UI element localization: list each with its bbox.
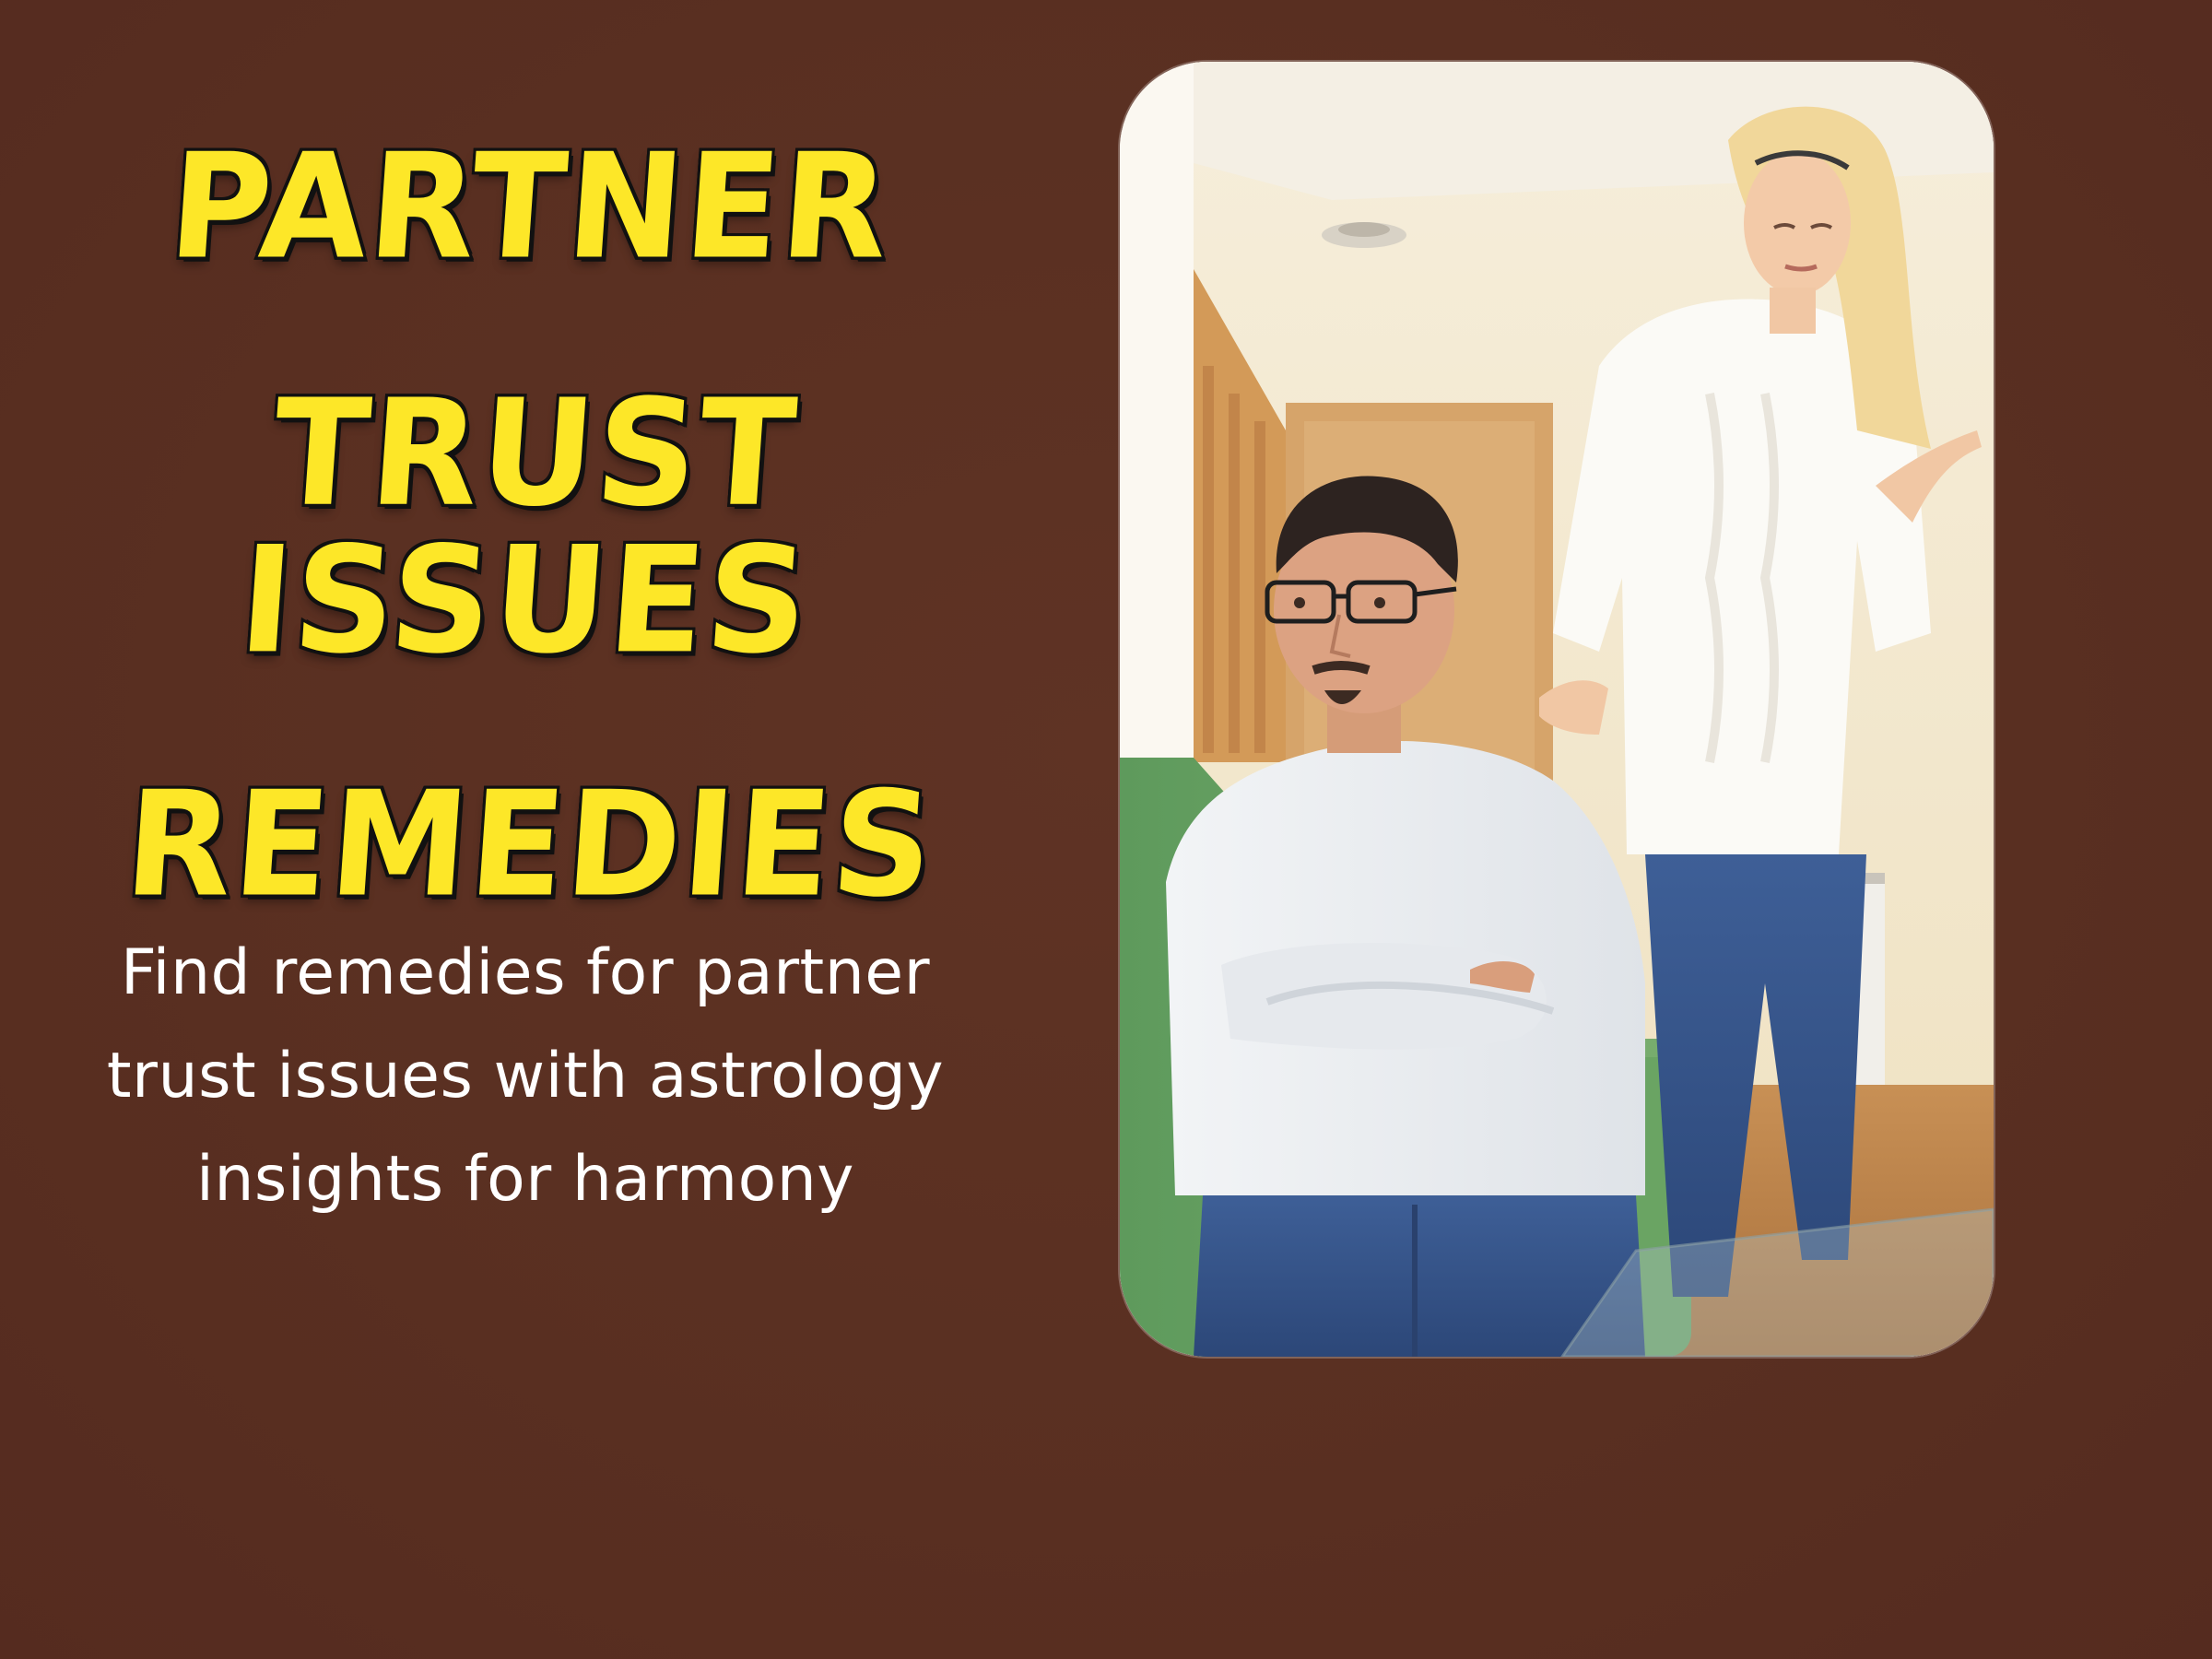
- description-line-1: Find remedies for partner: [120, 936, 931, 1009]
- headline-line-1: PARTNER: [161, 121, 899, 295]
- description-line-2: trust issues with astrology: [106, 1040, 945, 1112]
- headline: PARTNER TRUST ISSUES REMEDIES: [0, 121, 1060, 933]
- glasses-icon: [1265, 580, 1457, 624]
- couple-photo: [1120, 62, 1994, 1357]
- couple-photo-illustration: [1120, 62, 1994, 1357]
- description: Find remedies for partner trust issues w…: [37, 922, 1014, 1231]
- description-line-3: insights for harmony: [195, 1143, 855, 1216]
- man-face: [1274, 507, 1454, 713]
- headline-line-2: TRUST ISSUES: [231, 365, 818, 689]
- man-hair: [1276, 476, 1458, 582]
- woman-sweater: [1553, 299, 1931, 855]
- man-jeans: [1194, 1195, 1645, 1357]
- headline-line-3: REMEDIES: [117, 759, 942, 933]
- woman-legs: [1645, 854, 1866, 1297]
- woman-face: [1744, 151, 1851, 295]
